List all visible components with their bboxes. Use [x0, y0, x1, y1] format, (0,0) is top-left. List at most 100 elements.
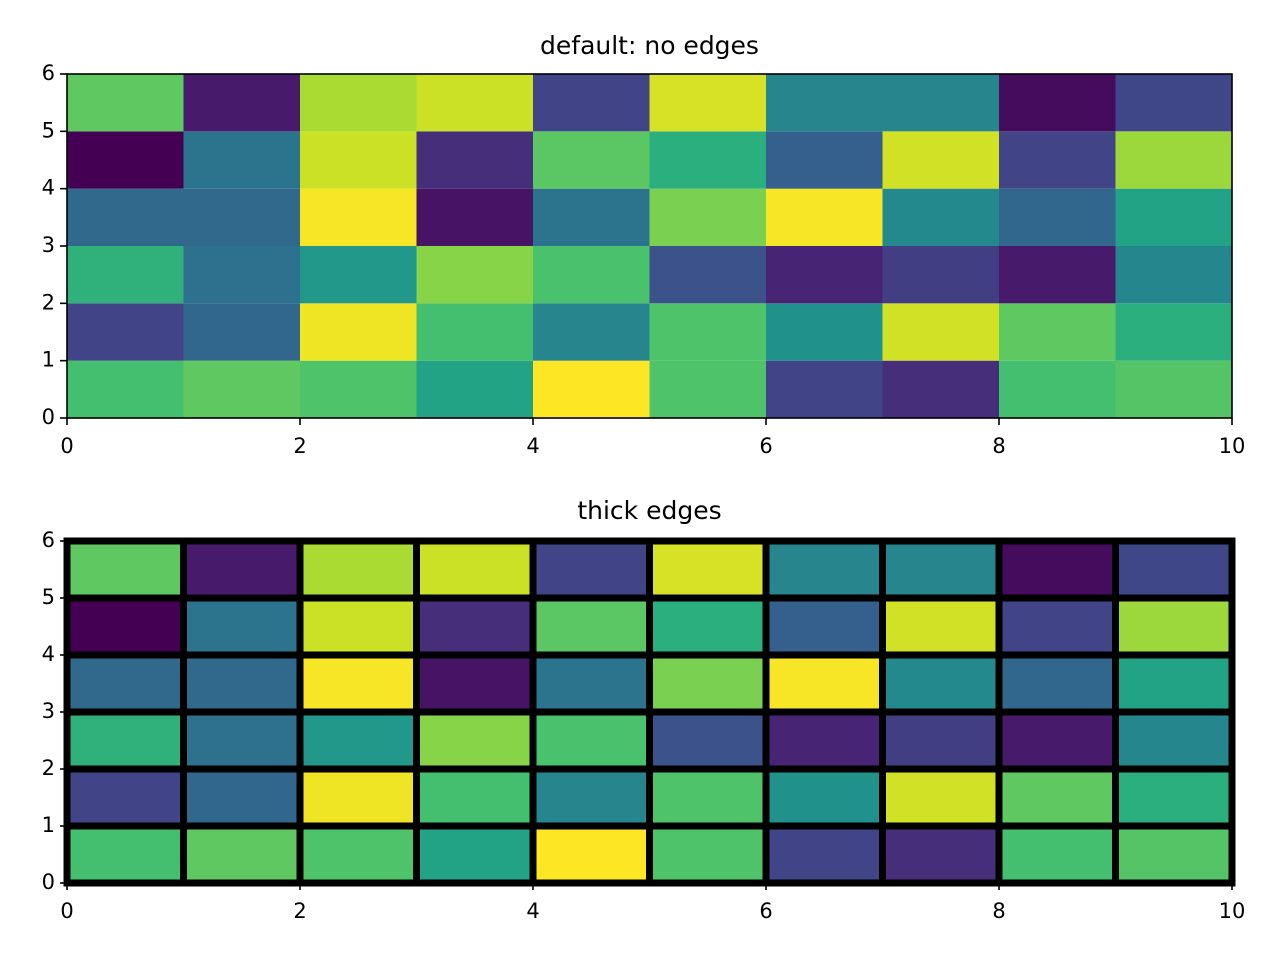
cell [183, 131, 300, 189]
cell [649, 131, 766, 189]
y-tick-label: 6 [42, 528, 55, 552]
cell [63, 537, 187, 602]
cell [296, 594, 420, 659]
cell [67, 188, 184, 246]
cell [766, 188, 883, 246]
x-tick-label: 10 [1219, 434, 1246, 458]
cell [1115, 360, 1232, 418]
y-tick-label: 4 [42, 642, 55, 666]
x-tick-label: 2 [293, 434, 306, 458]
cell [646, 822, 770, 887]
cell [766, 246, 883, 304]
cell [762, 594, 886, 659]
cell [533, 303, 650, 361]
cell [180, 822, 304, 887]
cell [649, 360, 766, 418]
cell [183, 74, 300, 132]
y-tick-label: 0 [42, 870, 55, 894]
cell [995, 822, 1119, 887]
cell [646, 765, 770, 830]
cell [63, 594, 187, 659]
cell [1112, 708, 1236, 773]
cell [999, 303, 1116, 361]
cell [766, 131, 883, 189]
cell [416, 131, 533, 189]
cell [63, 708, 187, 773]
y-tick-label: 5 [42, 585, 55, 609]
cell [646, 651, 770, 716]
cell [995, 708, 1119, 773]
cell [1112, 651, 1236, 716]
cell [183, 303, 300, 361]
y-tick-label: 1 [42, 813, 55, 837]
cell [296, 822, 420, 887]
cell [413, 594, 537, 659]
cell [300, 188, 417, 246]
cell [413, 822, 537, 887]
cell [1115, 131, 1232, 189]
y-tick-label: 3 [42, 699, 55, 723]
cell [995, 537, 1119, 602]
x-tick-label: 10 [1219, 899, 1246, 923]
chart-title: thick edges [577, 496, 721, 525]
cell [180, 537, 304, 602]
cell [649, 303, 766, 361]
cell [649, 188, 766, 246]
cell [533, 131, 650, 189]
cell [296, 708, 420, 773]
x-tick-label: 0 [60, 899, 73, 923]
cell [416, 188, 533, 246]
cell [416, 74, 533, 132]
cell [529, 708, 653, 773]
cell [533, 360, 650, 418]
cell [416, 303, 533, 361]
cell [1112, 765, 1236, 830]
cell [882, 188, 999, 246]
cell [63, 765, 187, 830]
cell [1115, 74, 1232, 132]
cell [413, 708, 537, 773]
cell [762, 765, 886, 830]
cell [995, 765, 1119, 830]
y-tick-label: 2 [42, 756, 55, 780]
cell [999, 74, 1116, 132]
y-tick-label: 3 [42, 233, 55, 257]
cell [762, 708, 886, 773]
cell [1115, 188, 1232, 246]
cell [67, 74, 184, 132]
cell [180, 765, 304, 830]
x-tick-label: 4 [526, 899, 539, 923]
cell [1112, 594, 1236, 659]
cell [879, 822, 1003, 887]
cell [529, 651, 653, 716]
cell [300, 131, 417, 189]
y-tick-label: 1 [42, 348, 55, 372]
cell [999, 246, 1116, 304]
cell [999, 131, 1116, 189]
cell [995, 594, 1119, 659]
cell [300, 360, 417, 418]
cell [533, 74, 650, 132]
cell [879, 765, 1003, 830]
cell [1115, 246, 1232, 304]
cell [766, 360, 883, 418]
cell [529, 537, 653, 602]
cell [882, 360, 999, 418]
cell [879, 708, 1003, 773]
chart-title: default: no edges [540, 31, 759, 60]
cell [529, 765, 653, 830]
x-tick-label: 2 [293, 899, 306, 923]
cell [766, 74, 883, 132]
cell [529, 594, 653, 659]
cell [533, 246, 650, 304]
cell [416, 246, 533, 304]
x-tick-label: 6 [759, 899, 772, 923]
cell [1115, 303, 1232, 361]
cell [63, 651, 187, 716]
y-tick-label: 6 [42, 61, 55, 85]
cell [646, 537, 770, 602]
cell [300, 74, 417, 132]
cell [180, 708, 304, 773]
y-tick-label: 5 [42, 118, 55, 142]
